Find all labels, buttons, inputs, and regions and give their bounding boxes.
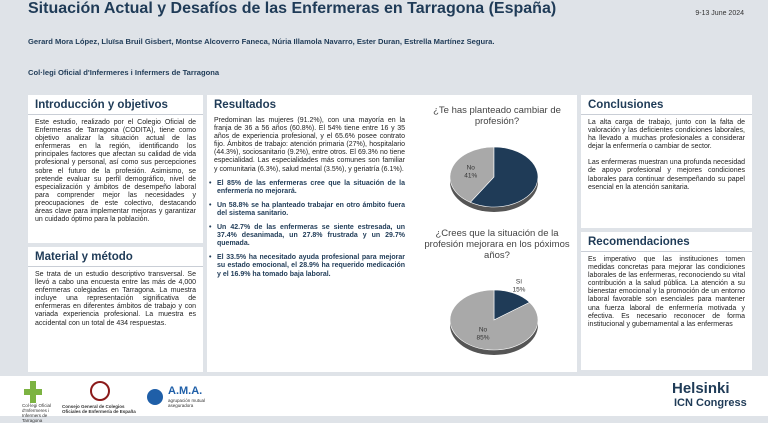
date: 9-13 June 2024 <box>695 10 744 17</box>
bullets: Un 58.8% se ha planteado trabajar en otr… <box>207 202 412 218</box>
pie-label: No <box>467 164 476 171</box>
heading: Material y método <box>28 247 203 267</box>
bullets: El 33.5% ha necesitado ayuda profesional… <box>207 254 412 278</box>
panel: Conclusiones La alta carga de trabajo, j… <box>581 95 752 228</box>
text: Es imperativo que las instituciones tome… <box>588 256 745 328</box>
pie-value-label: 41% <box>464 172 477 179</box>
panel: Recomendaciones Es imperativo que las in… <box>581 232 752 370</box>
paragraphs: La alta carga de trabajo, junto con la f… <box>588 119 745 151</box>
panel: Material y método Se trata de un estudio… <box>28 247 203 372</box>
bullets: Un 42.7% de las enfermeras se siente est… <box>207 224 412 248</box>
logo-icon <box>24 381 42 403</box>
heading: Recomendaciones <box>581 232 752 252</box>
pie-slice <box>469 146 539 208</box>
section <box>24 389 42 395</box>
text: Predominan las mujeres (91.2%), con una … <box>214 117 405 173</box>
section: ¿Te has planteado cambiar de profesión? … <box>422 105 572 225</box>
pie-label: No <box>479 327 488 334</box>
section <box>90 381 110 401</box>
logo4: Helsinki <box>672 380 730 397</box>
heading: Conclusiones <box>581 95 752 115</box>
heading: Introducción y objetivos <box>28 95 203 115</box>
affiliation: Col·legi Oficial d'Infermeres i Infermer… <box>28 68 220 77</box>
authors: Gerard Mora López, Lluïsa Bruil Gisbert,… <box>28 37 495 46</box>
text: Se trata de un estudio descriptivo trans… <box>35 271 196 327</box>
title: ¿Crees que la situación de la profesión … <box>424 228 570 261</box>
section: Col·legi Oficial d'Infermeres i Infermer… <box>0 376 768 423</box>
logo-icon <box>90 381 110 401</box>
logo-icon <box>147 389 163 405</box>
pie-label: Sí <box>516 279 522 286</box>
logo2: Consejo General de Colegios Oficiales de… <box>62 404 136 414</box>
logo3-sub: agrupación mutual aseguradora <box>168 398 206 408</box>
bullets: El 85% de las enfermeras cree que la sit… <box>207 180 412 196</box>
pie-slice <box>449 289 539 351</box>
pie-value-label: 85% <box>477 335 490 342</box>
section: ¿Crees que la situación de la profesión … <box>422 228 572 368</box>
section <box>147 389 163 405</box>
logo4-sub: ICN Congress <box>674 397 747 409</box>
section: Predominan las mujeres (91.2%), con una … <box>207 117 412 279</box>
title: Situación Actual y Desafíos de las Enfer… <box>28 0 557 17</box>
panel: Resultados Predominan las mujeres (91.2%… <box>207 95 577 372</box>
title: ¿Te has planteado cambiar de profesión? <box>433 105 561 127</box>
heading: Resultados <box>214 99 276 111</box>
logo3: A.M.A. <box>168 385 203 397</box>
pie-value-label: 15% <box>512 287 525 294</box>
panel: Introducción y objetivos Este estudio, r… <box>28 95 203 243</box>
logo1: Col·legi Oficial d'Infermeres i Infermer… <box>22 403 52 423</box>
text: Este estudio, realizado por el Colegio O… <box>35 119 196 224</box>
paragraphs: Las enfermeras muestran una profunda nec… <box>588 159 745 191</box>
